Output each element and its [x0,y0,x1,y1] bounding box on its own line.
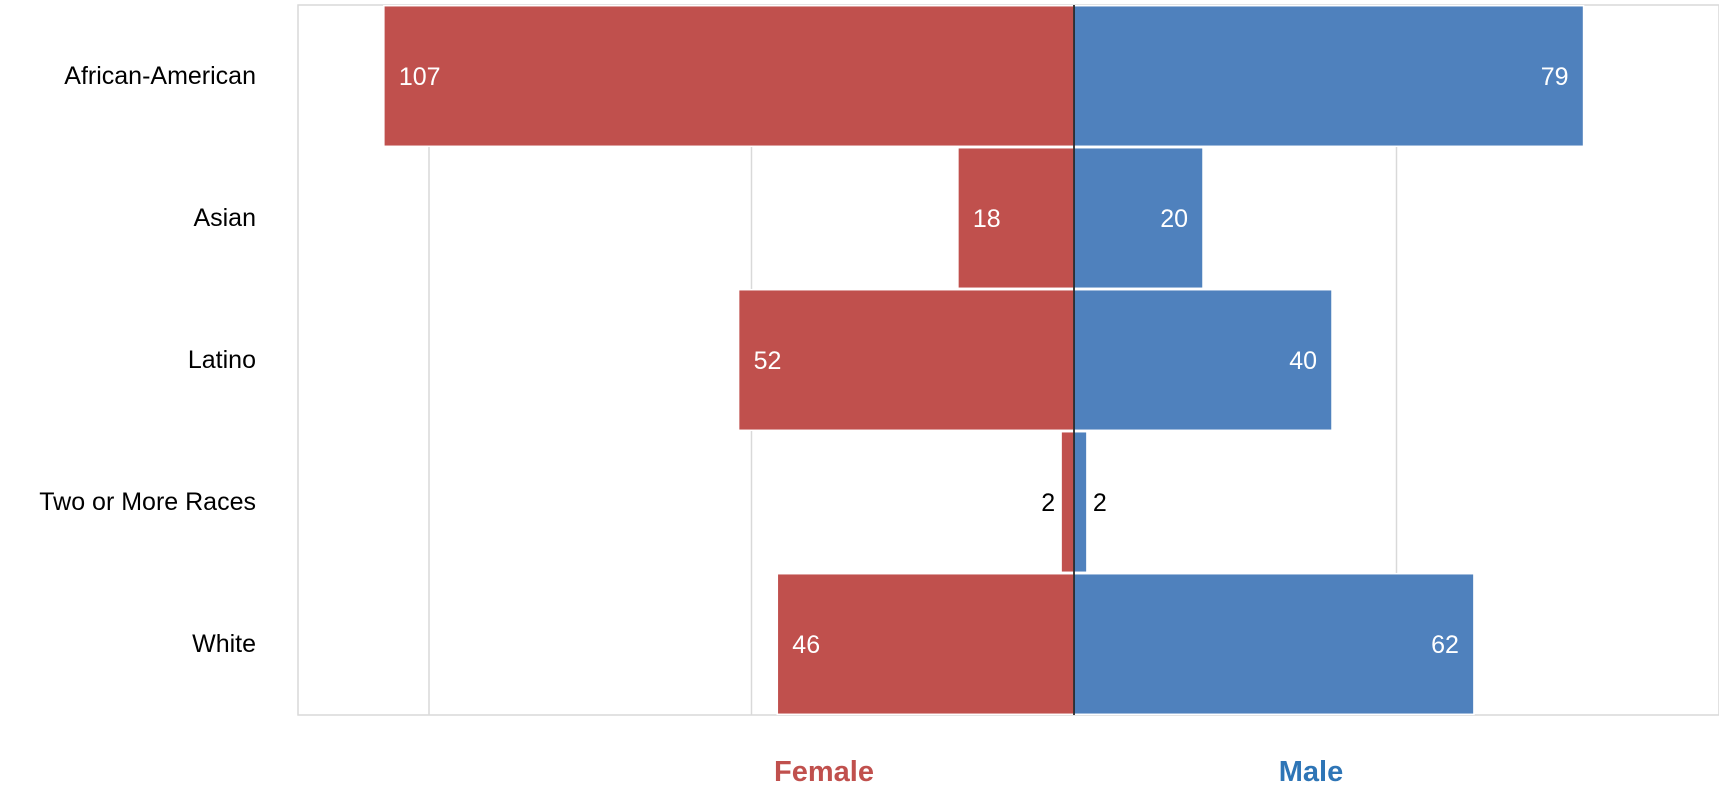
legend-male: Male [1279,756,1343,787]
value-label-male-0: 79 [1541,63,1569,91]
value-label-male-1: 20 [1160,205,1188,233]
bar-female-0 [383,4,1075,148]
category-label-0: African-American [64,62,256,90]
bar-male-4 [1073,572,1475,716]
category-labels: African-American Asian Latino Two or More R… [39,62,256,658]
bar-female-4 [776,572,1075,716]
bar-female-3 [1060,430,1075,574]
category-label-1: Asian [193,204,256,232]
value-labels: 107 79 18 20 52 40 2 2 46 62 [399,63,1569,659]
legend-female: Female [774,756,874,787]
value-label-female-2: 52 [754,347,782,375]
value-label-female-1: 18 [973,205,1001,233]
category-label-3: Two or More Races [39,488,256,516]
legend: Female Male [774,756,1343,787]
value-label-male-2: 40 [1289,347,1317,375]
value-label-male-3: 2 [1093,489,1107,517]
bars [383,4,1585,716]
value-label-female-0: 107 [399,63,441,91]
bar-female-2 [737,288,1075,432]
bar-male-0 [1073,4,1585,148]
value-label-female-4: 46 [792,631,820,659]
bar-male-3 [1073,430,1088,574]
category-label-4: White [192,630,256,658]
bar-male-2 [1073,288,1333,432]
value-label-male-4: 62 [1431,631,1459,659]
category-label-2: Latino [188,346,256,374]
value-label-female-3: 2 [1041,489,1055,517]
bar-female-1 [957,146,1075,290]
